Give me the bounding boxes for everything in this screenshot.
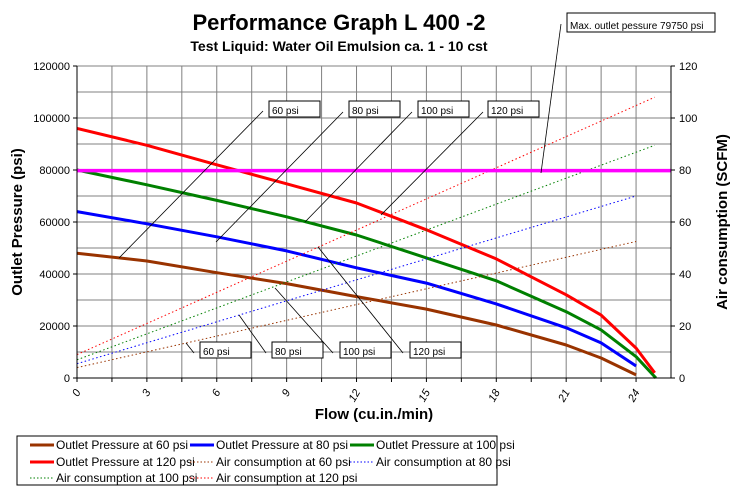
legend-box xyxy=(16,435,498,486)
outlet-annotation-label-box xyxy=(417,100,470,118)
series-outlet-pressure-at-120-psi xyxy=(76,126,656,374)
y2-tick-label: 40 xyxy=(679,269,691,281)
outlet-annotation-leader xyxy=(380,111,484,216)
air-annotation-leader xyxy=(185,342,195,354)
x-tick-label: 12 xyxy=(347,388,364,405)
outlet-annotation-leader xyxy=(215,111,344,243)
y-tick-label: 80000 xyxy=(39,165,70,177)
y-axis-title: Outlet Pressure (psi) xyxy=(9,148,26,296)
air-annotation-leader xyxy=(238,314,267,354)
y2-tick-label: 60 xyxy=(679,217,691,229)
legend-entry: Outlet Pressure at 60 psi xyxy=(56,438,188,452)
max-pressure-label: Max. outlet pessure 79750 psi xyxy=(570,21,703,32)
series-outlet-pressure-at-100-psi xyxy=(76,168,657,380)
outlet-annotation-label: 80 psi xyxy=(352,106,379,117)
y-tick-label: 100000 xyxy=(33,113,70,125)
air-annotation-label: 80 psi xyxy=(275,347,302,358)
chart-title: Performance Graph L 400 -2 xyxy=(192,10,485,35)
x-tick-label: 3 xyxy=(140,387,154,399)
outlet-annotation-label: 60 psi xyxy=(272,106,299,117)
y2-tick-label: 100 xyxy=(679,113,697,125)
max-pressure-leader xyxy=(540,23,562,174)
outlet-annotation-label: 100 psi xyxy=(421,106,453,117)
air-annotation-leader xyxy=(274,287,334,354)
y2-tick-label: 80 xyxy=(679,165,691,177)
legend-entry: Outlet Pressure at 80 psi xyxy=(216,438,348,452)
y-tick-label: 0 xyxy=(64,373,70,385)
series-outlet-pressure-at-60-psi xyxy=(76,251,637,377)
outlet-annotation-label-box xyxy=(268,100,321,118)
y2-tick-label: 0 xyxy=(679,373,685,385)
air-annotation-label: 100 psi xyxy=(343,347,375,358)
x-tick-label: 18 xyxy=(486,387,503,404)
y2-tick-label: 120 xyxy=(679,61,697,73)
legend-entry: Air consumption at 120 psi xyxy=(216,471,357,485)
air-annotation-label-box xyxy=(409,341,462,359)
max-pressure-label-box xyxy=(566,12,716,33)
legend-entry: Air consumption at 100 psi xyxy=(56,471,197,485)
chart-subtitle: Test Liquid: Water Oil Emulsion ca. 1 - … xyxy=(190,38,488,54)
x-tick-label: 15 xyxy=(416,387,433,404)
legend-entry: Air consumption at 80 psi xyxy=(376,455,511,469)
outlet-annotation-leader xyxy=(118,110,264,259)
legend-entry: Air consumption at 60 psi xyxy=(216,455,351,469)
x-tick-label: 0 xyxy=(70,387,84,399)
x-tick-label: 21 xyxy=(556,388,573,405)
air-annotation-label-box xyxy=(339,341,392,359)
series-air-consumption-at-100-psi xyxy=(76,144,655,361)
x-tick-label: 24 xyxy=(626,388,643,405)
legend-entry: Outlet Pressure at 100 psi xyxy=(376,438,515,452)
x-axis-title: Flow (cu.in./min) xyxy=(315,406,433,423)
legend-entry: Outlet Pressure at 120 psi xyxy=(56,455,195,469)
air-annotation-label: 120 psi xyxy=(413,347,445,358)
air-annotation-label: 60 psi xyxy=(203,347,230,358)
outlet-annotation-leader xyxy=(304,111,413,223)
series-air-consumption-at-120-psi xyxy=(76,96,655,356)
air-annotation-label-box xyxy=(199,341,252,359)
outlet-annotation-label-box xyxy=(348,100,401,118)
series-outlet-pressure-at-80-psi xyxy=(76,210,637,368)
y-tick-label: 40000 xyxy=(39,269,70,281)
outlet-annotation-label: 120 psi xyxy=(491,106,523,117)
series-air-consumption-at-80-psi xyxy=(76,195,637,365)
air-annotation-leader xyxy=(317,246,404,354)
y2-tick-label: 20 xyxy=(679,321,691,333)
x-tick-label: 9 xyxy=(280,388,293,399)
outlet-annotation-label-box xyxy=(487,100,540,118)
air-annotation-label-box xyxy=(271,341,324,359)
x-tick-label: 6 xyxy=(210,387,224,399)
y-tick-label: 60000 xyxy=(39,217,70,229)
y-tick-label: 120000 xyxy=(33,61,70,73)
y-tick-label: 20000 xyxy=(39,321,70,333)
y2-axis-title: Air consumption (SCFM) xyxy=(714,134,731,310)
